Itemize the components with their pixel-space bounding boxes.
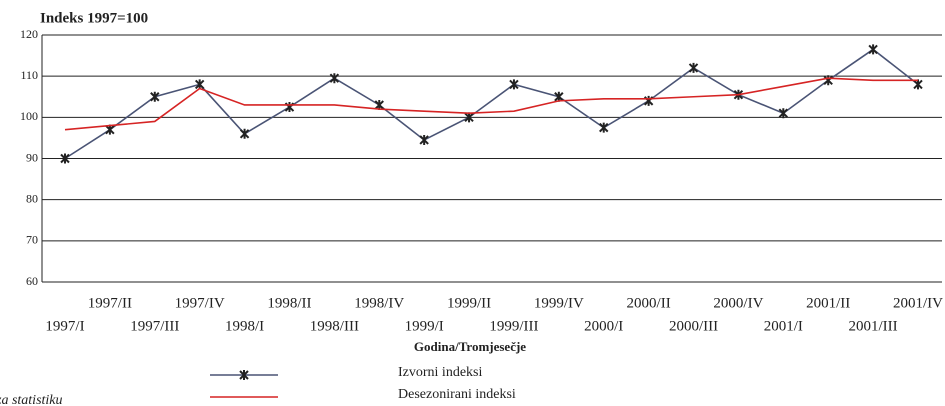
x-tick-label: 1998/III [310, 318, 359, 334]
x-tick-label: 1999/III [489, 318, 538, 334]
legend-label: Desezonirani indeksi [398, 387, 516, 402]
x-axis-title: Godina/Tromjesečje [414, 339, 526, 354]
y-tick-label: 90 [26, 150, 38, 164]
x-tick-label: 1999/I [405, 318, 444, 334]
x-tick-label: 2000/IV [713, 295, 763, 311]
series-line [64, 48, 919, 160]
y-tick-label: 120 [20, 27, 38, 41]
x-tick-label: 2001/II [806, 295, 850, 311]
series-line [64, 77, 918, 131]
y-tick-label: 60 [26, 274, 38, 288]
x-tick-label: 1997/II [88, 295, 132, 311]
point-marker [239, 370, 249, 380]
y-tick-label: 110 [20, 68, 38, 82]
x-tick-label: 2000/III [669, 318, 718, 334]
source-note: za statistiku [0, 393, 63, 406]
x-tick-label: 1998/IV [354, 295, 404, 311]
point-marker [284, 102, 295, 113]
point-marker [60, 153, 70, 164]
x-tick-label: 1999/IV [534, 295, 584, 311]
x-tick-label: 1998/II [267, 295, 311, 311]
point-marker [239, 128, 250, 139]
x-tick-label: 1997/I [45, 318, 84, 334]
point-marker [868, 44, 878, 55]
point-marker [599, 122, 609, 133]
point-marker [823, 75, 833, 86]
x-tick-label: 2001/I [764, 318, 803, 334]
x-tick-label: 1998/I [225, 318, 264, 334]
point-marker [778, 108, 789, 119]
legend-label: Izvorni indeksi [398, 365, 482, 380]
x-tick-label: 1997/IV [175, 295, 225, 311]
x-tick-label: 1999/II [447, 295, 491, 311]
x-tick-label: 1997/III [130, 318, 179, 334]
x-tick-label: 2000/II [627, 295, 671, 311]
point-marker [688, 62, 699, 73]
x-tick-label: 2001/III [849, 318, 898, 334]
point-marker [150, 91, 160, 102]
point-marker [419, 134, 429, 145]
y-tick-label: 80 [26, 191, 38, 205]
point-marker [509, 79, 519, 90]
point-marker [643, 95, 654, 106]
chart-title: Indeks 1997=100 [40, 10, 148, 26]
y-tick-label: 100 [20, 109, 38, 123]
y-tick-label: 70 [26, 233, 38, 247]
x-tick-label: 2001/IV [893, 295, 943, 311]
point-marker [329, 73, 340, 84]
x-tick-label: 2000/I [584, 318, 623, 334]
